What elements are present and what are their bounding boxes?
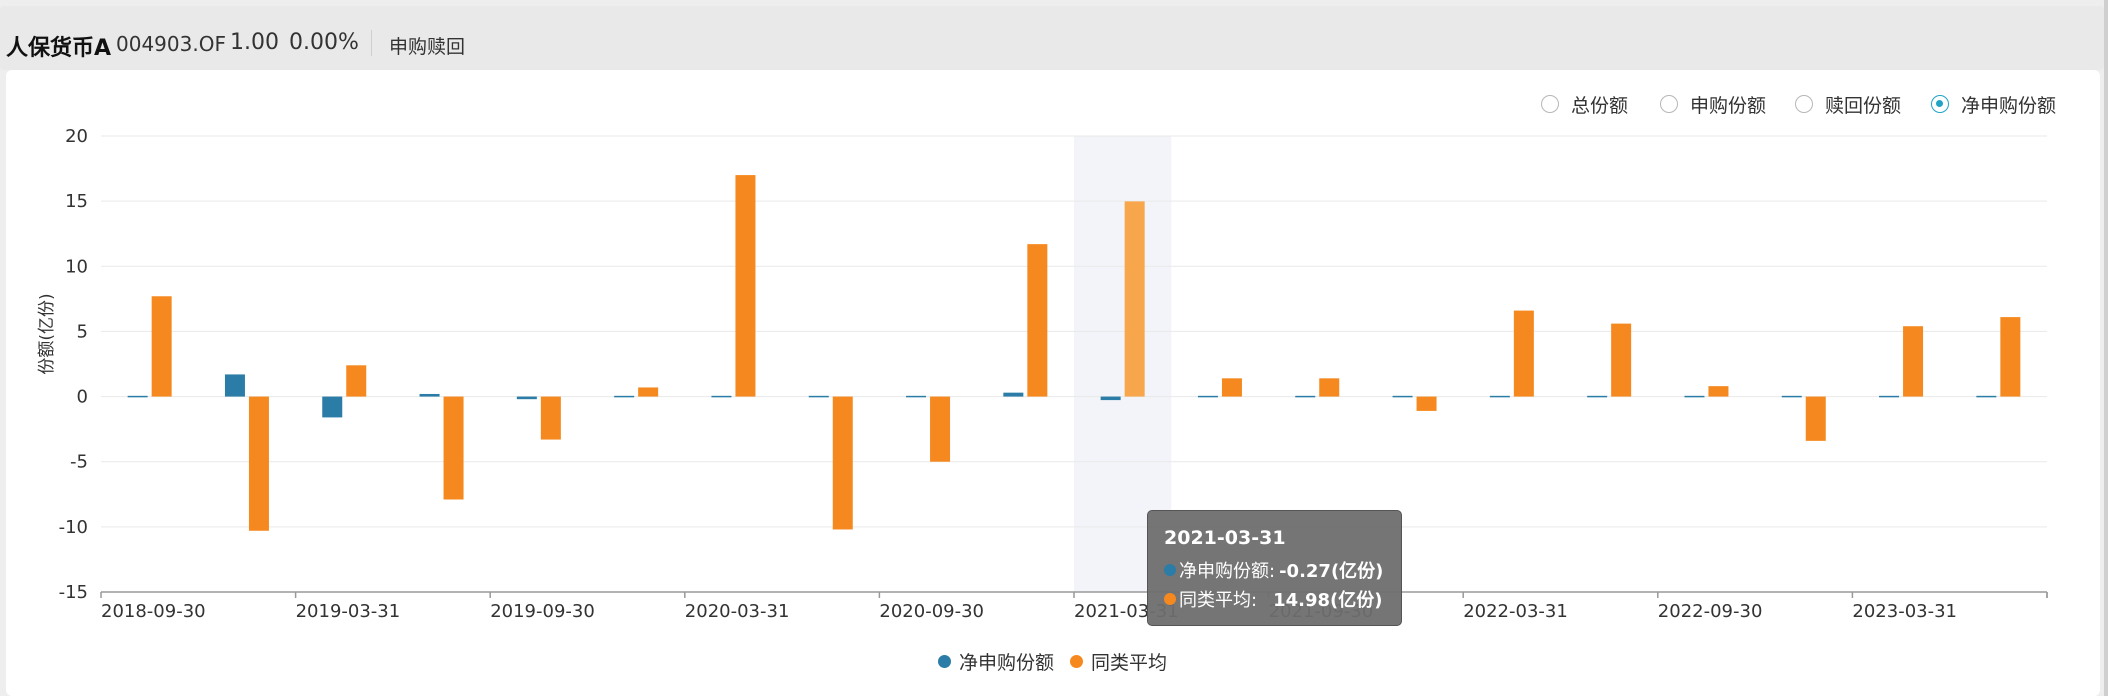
bar-peer-average xyxy=(2000,317,2021,397)
x-tick-label: 2019-09-30 xyxy=(490,601,595,622)
bar-peer-average xyxy=(638,387,659,397)
fund-header: 人保货币A 004903.OF 1.00 0.00% 申购赎回 xyxy=(0,6,2104,70)
tooltip-label: 净申购份额: xyxy=(1179,561,1276,582)
series-dot-icon xyxy=(1164,564,1176,576)
radio-circle[interactable] xyxy=(1660,95,1678,113)
bar-peer-average xyxy=(248,396,269,531)
radio-total-shares[interactable]: 总份额 xyxy=(1541,91,1628,117)
bar-peer-average xyxy=(1903,326,1924,397)
bar-net-subscription xyxy=(614,395,635,398)
bar-peer-average xyxy=(1708,386,1729,397)
bar-net-subscription xyxy=(1587,395,1608,398)
tooltip-date: 2021-03-31 xyxy=(1164,527,1286,549)
bar-peer-average xyxy=(1124,201,1145,397)
x-tick-label: 2018-09-30 xyxy=(101,601,206,622)
bar-net-subscription xyxy=(127,395,148,398)
tooltip-label: 同类平均: xyxy=(1179,590,1258,611)
tooltip-value: -0.27(亿份) xyxy=(1279,561,1384,582)
bar-net-subscription xyxy=(1489,395,1510,398)
bar-net-subscription xyxy=(1781,395,1802,398)
bar-net-subscription xyxy=(808,395,829,398)
y-tick-label: 20 xyxy=(65,126,88,147)
y-tick-label: 15 xyxy=(65,191,88,212)
bar-peer-average xyxy=(735,175,756,397)
radio-circle[interactable] xyxy=(1795,95,1813,113)
y-tick-label: 10 xyxy=(65,256,88,277)
bar-net-subscription xyxy=(906,395,927,398)
radio-circle-checked[interactable] xyxy=(1931,95,1949,113)
bar-net-subscription xyxy=(711,395,732,398)
radio-label: 申购份额 xyxy=(1690,94,1767,117)
fund-code: 004903.OF xyxy=(116,32,226,56)
bar-peer-average xyxy=(443,396,464,500)
bar-peer-average xyxy=(540,396,561,440)
fund-change: 0.00% xyxy=(289,30,359,55)
radio-redemption-shares[interactable]: 赎回份额 xyxy=(1795,91,1901,117)
tooltip-row-net: 净申购份额: -0.27(亿份) xyxy=(1164,557,1383,583)
y-tick-label: -10 xyxy=(59,517,88,538)
legend-dot-icon xyxy=(938,655,951,668)
bar-peer-average xyxy=(832,396,853,530)
bar-peer-average xyxy=(1221,378,1242,397)
y-axis-label: 份额(亿份) xyxy=(37,293,57,374)
tab-subscribe-redeem[interactable]: 申购赎回 xyxy=(389,36,466,58)
x-tick-label: 2020-03-31 xyxy=(685,601,790,622)
y-tick-label: -5 xyxy=(70,452,88,473)
bar-net-subscription xyxy=(516,396,537,400)
x-tick-label: 2022-03-31 xyxy=(1463,601,1568,622)
radio-circle[interactable] xyxy=(1541,95,1559,113)
bar-peer-average xyxy=(1611,323,1632,397)
radio-subscription-shares[interactable]: 申购份额 xyxy=(1660,91,1766,117)
x-tick-label: 2022-09-30 xyxy=(1658,601,1763,622)
bar-net-subscription xyxy=(1684,395,1705,398)
tooltip-value: 14.98(亿份) xyxy=(1273,590,1383,611)
legend-dot-icon xyxy=(1070,655,1083,668)
page-scrollbar[interactable] xyxy=(2104,0,2108,696)
tooltip-row-peer: 同类平均: 14.98(亿份) xyxy=(1164,586,1382,612)
bar-peer-average xyxy=(1027,244,1048,397)
bar-net-subscription xyxy=(1197,395,1218,398)
bar-peer-average xyxy=(346,365,367,397)
legend-label: 净申购份额 xyxy=(959,652,1055,674)
bar-net-subscription xyxy=(1295,395,1316,398)
bar-net-subscription xyxy=(1392,395,1413,398)
bar-net-subscription xyxy=(1003,392,1024,397)
chart-tooltip: 2021-03-31 净申购份额: -0.27(亿份) 同类平均: 14.98(… xyxy=(1147,510,1402,626)
radio-label: 净申购份额 xyxy=(1961,94,2057,117)
legend-label: 同类平均 xyxy=(1091,652,1168,674)
bar-net-subscription xyxy=(1879,395,1900,398)
legend-peer-average[interactable]: 同类平均 xyxy=(1070,648,1167,675)
bar-peer-average xyxy=(1513,310,1534,397)
bar-peer-average xyxy=(151,296,172,397)
radio-label: 总份额 xyxy=(1571,94,1629,117)
bar-net-subscription xyxy=(224,374,245,397)
bar-peer-average xyxy=(1319,378,1340,397)
bar-net-subscription xyxy=(322,396,343,418)
radio-label: 赎回份额 xyxy=(1825,94,1902,117)
y-tick-label: -15 xyxy=(59,582,88,603)
fund-nav: 1.00 xyxy=(230,30,279,55)
bar-peer-average xyxy=(1416,396,1437,411)
x-tick-label: 2020-09-30 xyxy=(879,601,984,622)
bar-peer-average xyxy=(930,396,951,462)
y-tick-label: 5 xyxy=(77,321,88,342)
bar-net-subscription xyxy=(1100,396,1121,401)
y-tick-label: 0 xyxy=(77,387,88,408)
bar-net-subscription xyxy=(419,393,440,397)
x-tick-label: 2019-03-31 xyxy=(296,601,401,622)
bar-peer-average xyxy=(1805,396,1826,441)
bar-net-subscription xyxy=(1976,395,1997,398)
header-divider xyxy=(371,30,372,56)
x-tick-label: 2023-03-31 xyxy=(1852,601,1957,622)
fund-name: 人保货币A xyxy=(6,36,112,61)
radio-net-subscription-shares[interactable]: 净申购份额 xyxy=(1931,91,2056,117)
series-dot-icon xyxy=(1164,593,1176,605)
legend-net-subscription[interactable]: 净申购份额 xyxy=(938,648,1054,675)
